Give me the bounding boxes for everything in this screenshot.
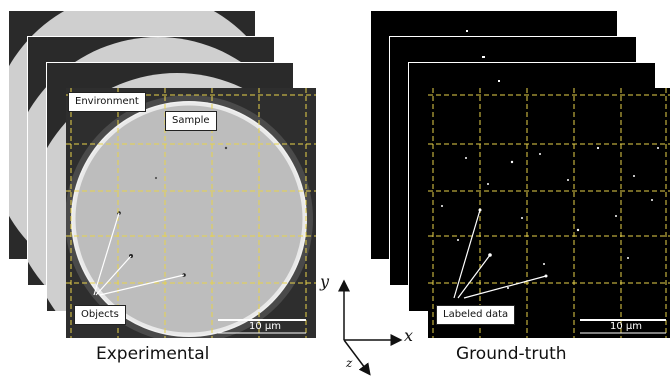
axis-x-label: x xyxy=(404,326,413,345)
experimental-caption: Experimental xyxy=(96,344,209,364)
ground-truth-slice-front: 10 µm xyxy=(428,88,670,338)
gt-back-speck xyxy=(466,30,468,32)
ground-truth-scale-bar-label: 10 µm xyxy=(610,321,642,332)
experimental-scale-bar-label: 10 µm xyxy=(249,321,281,332)
environment-label: Environment xyxy=(68,92,146,112)
sample-label: Sample xyxy=(165,111,217,131)
gt-back-speck xyxy=(482,56,485,58)
objects-label: Objects xyxy=(74,305,126,325)
labeled-data-label: Labeled data xyxy=(436,305,515,325)
axis-y-label: y xyxy=(320,272,329,291)
axis-z-label: z xyxy=(346,356,352,370)
ground-truth-caption: Ground-truth xyxy=(456,344,567,364)
gt-back-speck xyxy=(498,80,500,82)
